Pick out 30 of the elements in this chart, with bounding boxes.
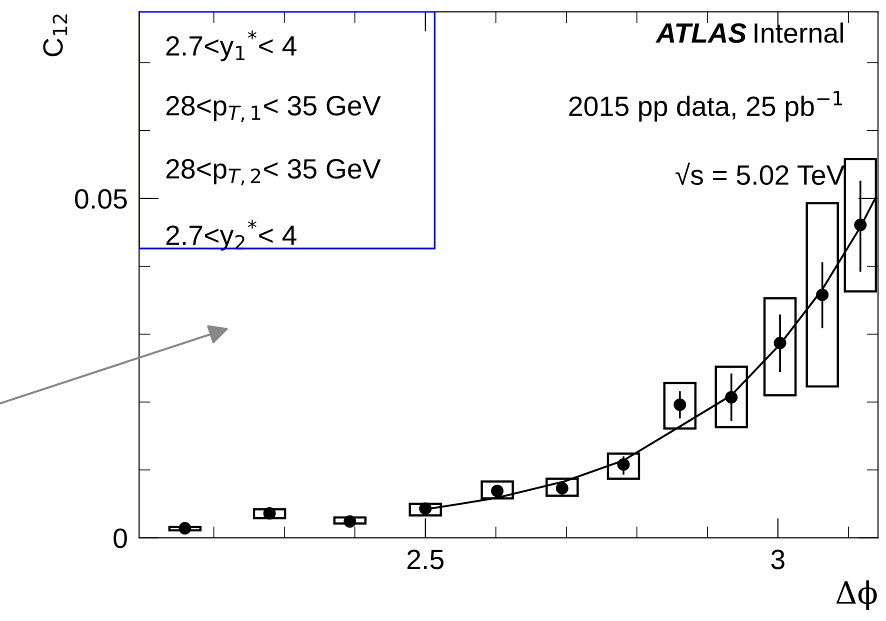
bar (714, 366, 748, 428)
point (725, 391, 738, 404)
annotation: 28<p$_{T,2}$< 35 GeV (166, 159, 381, 186)
bar (763, 297, 797, 396)
bar (546, 478, 579, 497)
bar (480, 480, 514, 500)
annotation: 2.7<y$_{1}$$^{*}$< 4 (166, 30, 296, 62)
y-tick-label: 0 (114, 528, 127, 548)
y-axis-title: C$_{12}$ (43, 14, 68, 56)
x-tick-label: 3 (771, 550, 784, 570)
point (816, 288, 829, 302)
bar (252, 508, 286, 520)
point (854, 218, 867, 232)
bar (663, 382, 697, 430)
bar (806, 202, 839, 388)
x-tick-label: 2.5 (407, 550, 444, 570)
point (178, 522, 192, 535)
bar (168, 526, 202, 532)
point (263, 507, 276, 520)
annotation: Internal (754, 22, 843, 43)
bar (606, 452, 640, 480)
point (344, 515, 356, 528)
x-axis-title: Δϕ (836, 580, 877, 610)
bar (333, 516, 367, 525)
annotation: 28<p$_{T,1}$< 35 GeV (166, 96, 381, 122)
y-tick-label: 0.05 (75, 189, 127, 209)
annotation: ATLAS (656, 23, 746, 43)
annotation: 2015 pp data, 25 pb$^{−1}$ (569, 91, 842, 122)
point (774, 336, 786, 350)
annotation: √s = 5.02 TeV (676, 162, 845, 185)
